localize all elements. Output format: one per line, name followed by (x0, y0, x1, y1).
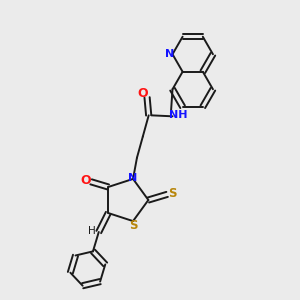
Text: H: H (88, 226, 95, 236)
Text: NH: NH (169, 110, 187, 120)
Text: N: N (165, 49, 174, 59)
Text: O: O (80, 174, 91, 187)
Text: N: N (128, 173, 137, 183)
Text: O: O (138, 87, 148, 100)
Text: S: S (168, 187, 177, 200)
Text: S: S (129, 220, 138, 232)
